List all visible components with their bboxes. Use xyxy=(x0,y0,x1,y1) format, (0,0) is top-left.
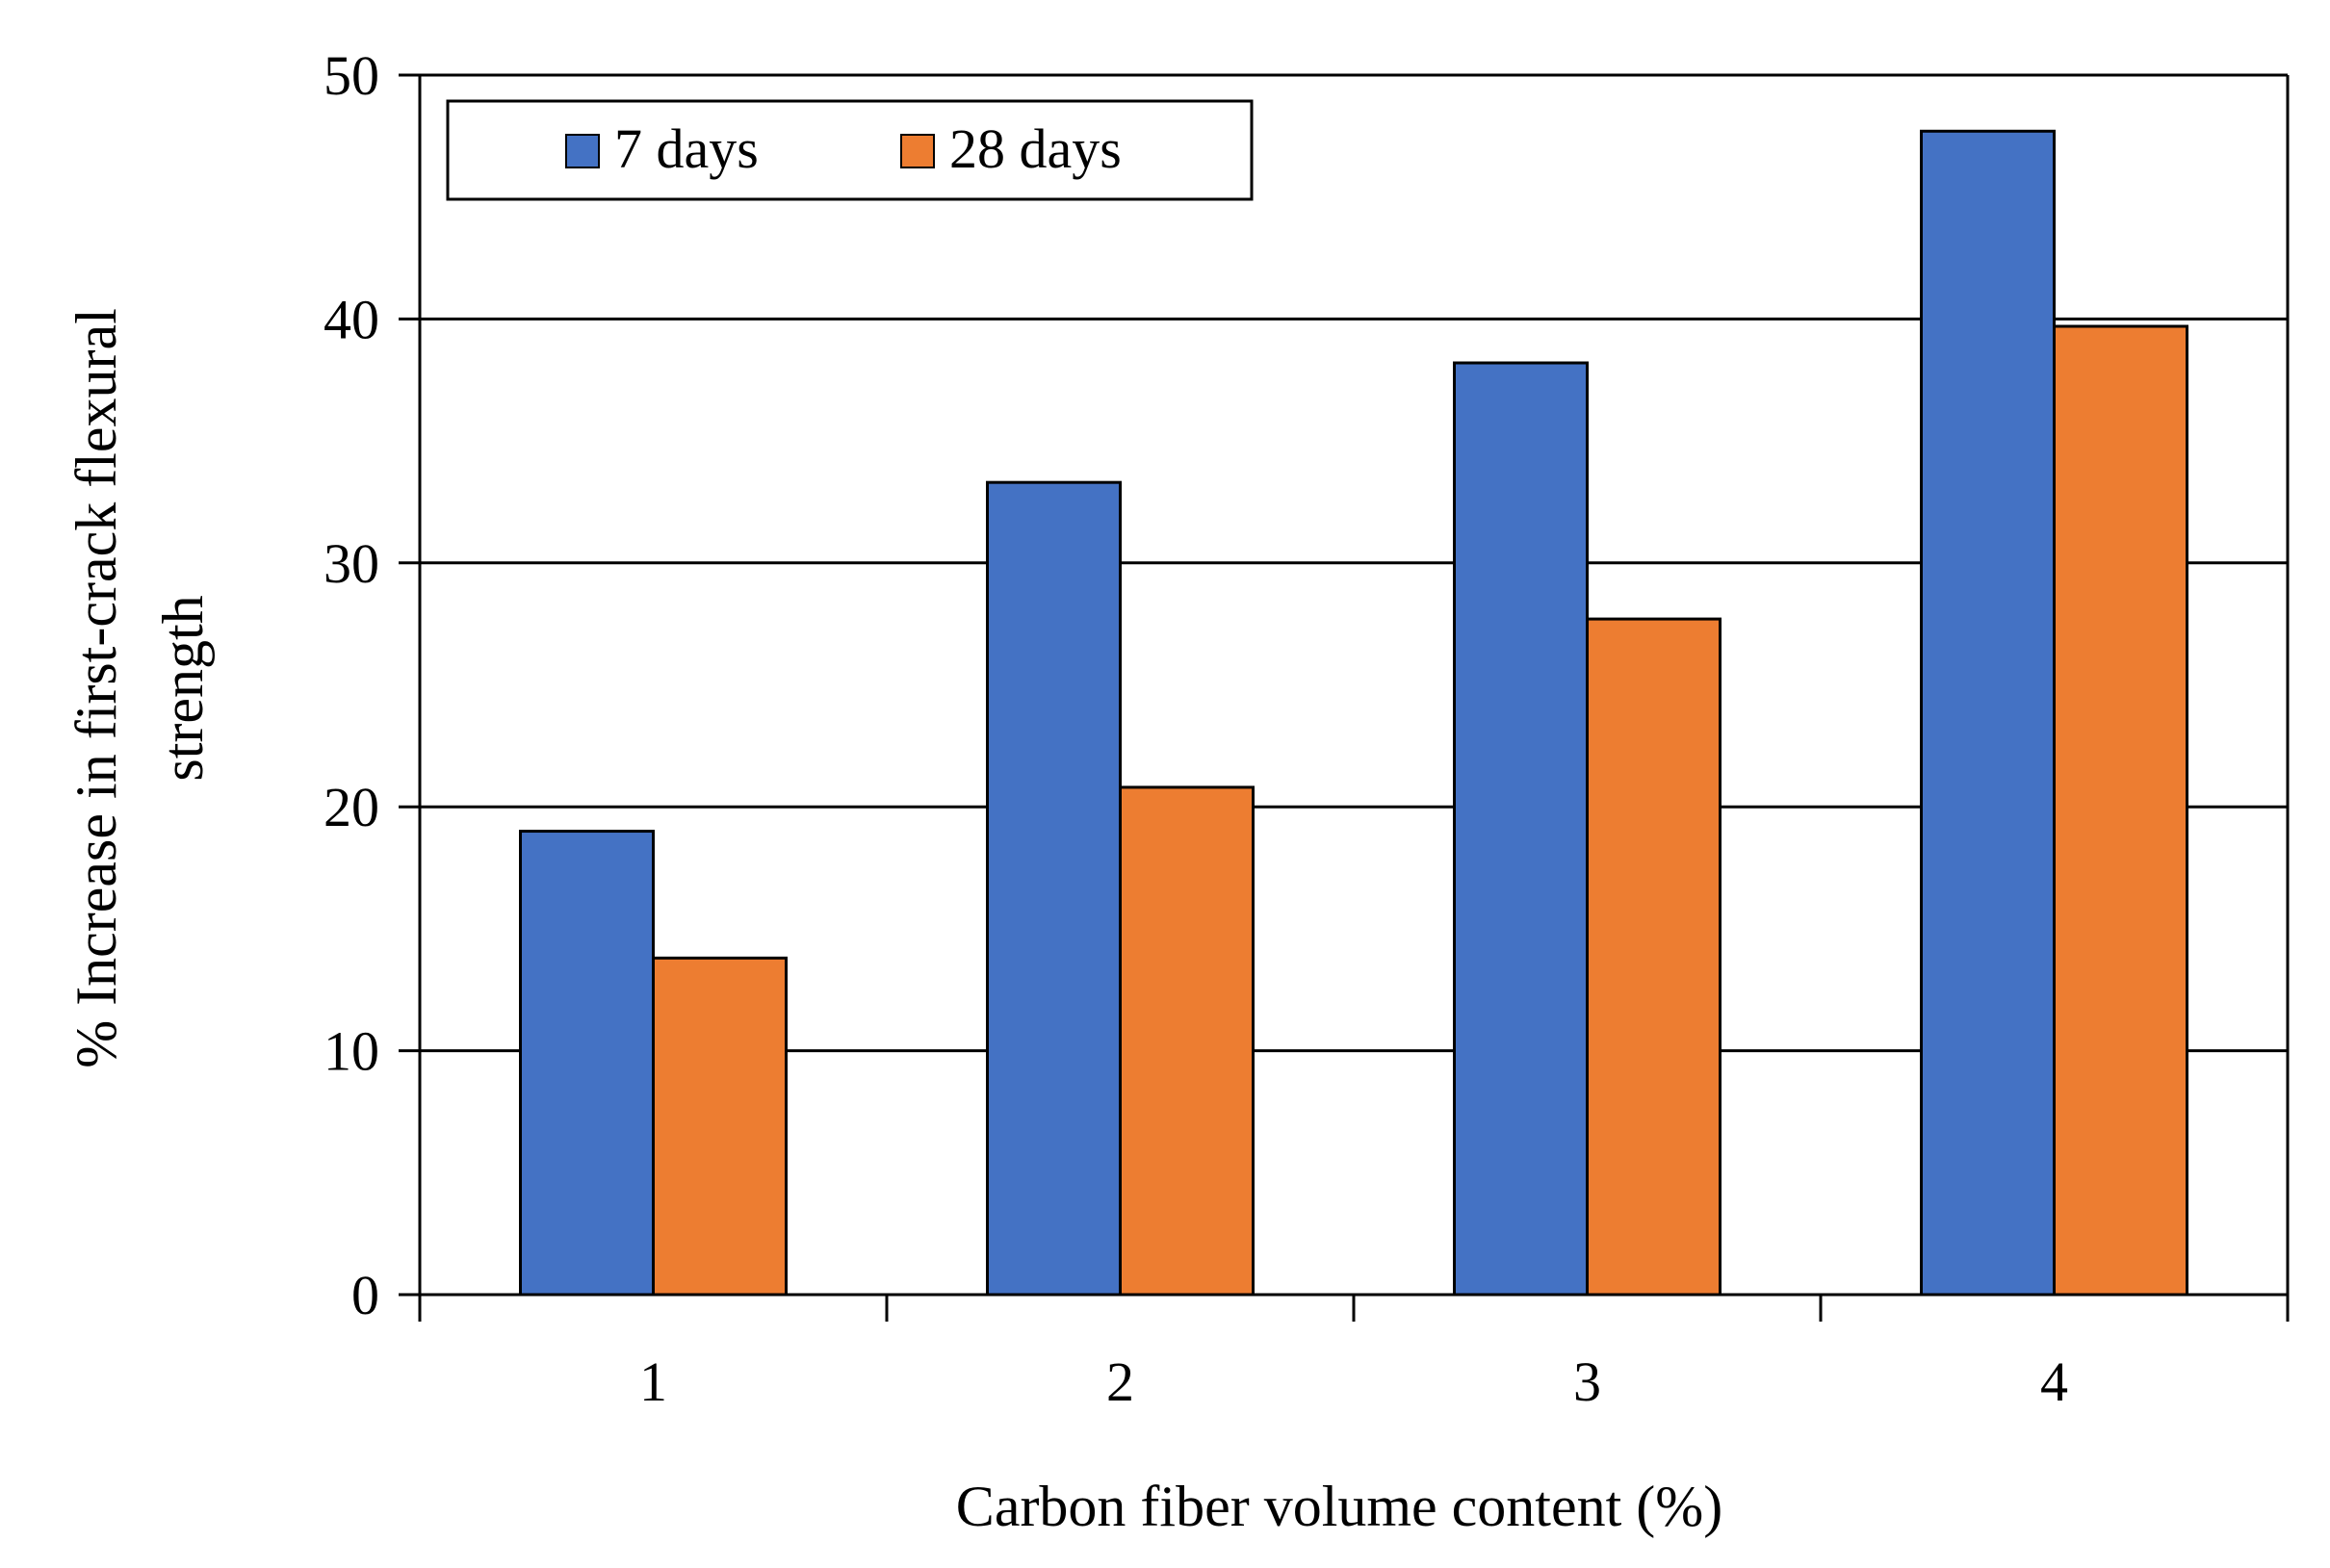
tick-labels: 0 10 20 30 40 50 1 2 3 4 xyxy=(324,44,2068,1413)
bar-28-days-cat-3 xyxy=(1586,617,1722,1297)
y-tick-label-10: 10 xyxy=(324,1020,379,1083)
y-tick-label-0: 0 xyxy=(351,1264,379,1326)
x-axis-title: Carbon fiber volume content (%) xyxy=(956,1475,1722,1538)
x-tick-label-3: 3 xyxy=(1573,1350,1601,1413)
bar-28-days-cat-2 xyxy=(1119,785,1255,1297)
y-axis-title: % Increase in first-crack flexural stren… xyxy=(65,308,215,1068)
bar-7-days-cat-4 xyxy=(1920,129,2056,1297)
bar-7-days-cat-2 xyxy=(986,480,1122,1297)
y-tick-label-20: 20 xyxy=(324,776,379,838)
y-axis-title-line-1: % Increase in first-crack flexural xyxy=(65,308,128,1068)
x-tick-label-2: 2 xyxy=(1106,1350,1134,1413)
y-tick-label-40: 40 xyxy=(324,288,379,350)
bar-28-days-cat-4 xyxy=(2053,324,2188,1297)
y-axis-title-line-2: strength xyxy=(151,595,215,781)
legend-swatch-28-days xyxy=(900,134,935,168)
legend-swatch-7-days xyxy=(565,134,600,168)
y-tick-label-50: 50 xyxy=(324,44,379,107)
legend-label-28-days: 28 days xyxy=(949,117,1122,180)
bar-7-days-cat-3 xyxy=(1453,361,1589,1297)
axes xyxy=(399,73,2290,1322)
bar-7-days-cat-1 xyxy=(519,830,655,1297)
y-tick-label-30: 30 xyxy=(324,532,379,595)
x-tick-label-1: 1 xyxy=(639,1350,667,1413)
legend-label-7-days: 7 days xyxy=(614,117,759,180)
x-tick-label-4: 4 xyxy=(2040,1350,2068,1413)
legend: 7 days 28 days xyxy=(446,99,1254,201)
bar-28-days-cat-1 xyxy=(652,956,788,1297)
bars xyxy=(519,129,2188,1297)
